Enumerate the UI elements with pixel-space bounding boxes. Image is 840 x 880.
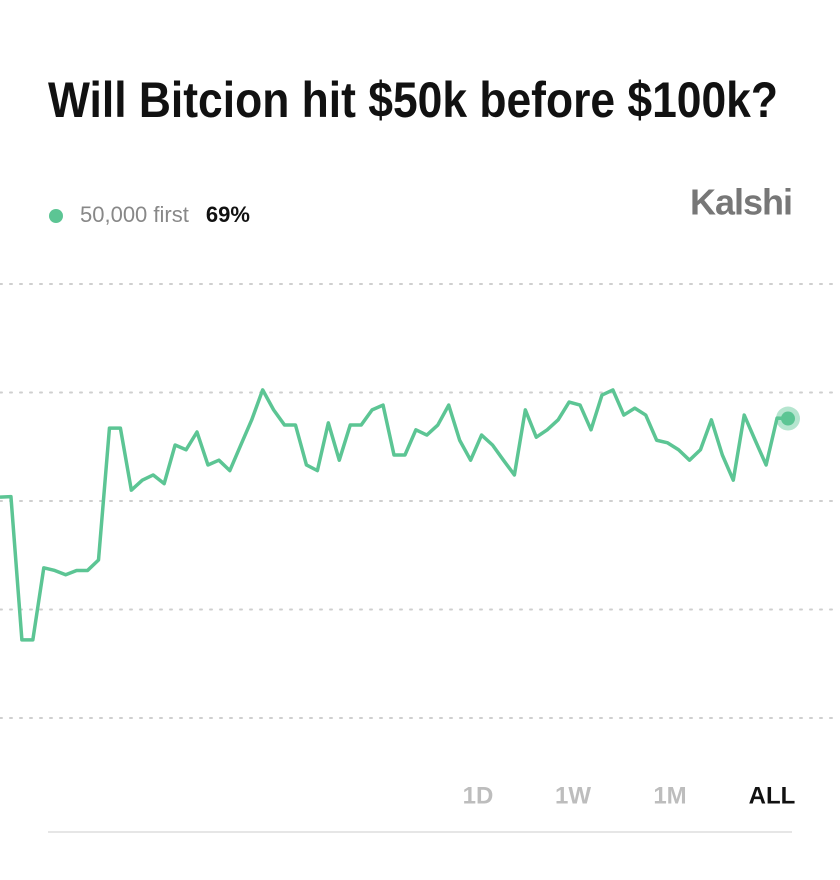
end-point (781, 411, 795, 426)
range-button[interactable]: ALL (749, 782, 796, 809)
current-value: 69% (206, 202, 250, 227)
chart-title: Will Bitcion hit $50k before $100k? (48, 72, 778, 128)
line (0, 388, 789, 642)
brand: Kalshi (690, 182, 792, 223)
legend-label: 50,000 first (80, 202, 189, 227)
range-button[interactable]: 1M (653, 782, 686, 809)
range-button[interactable]: 1W (555, 782, 591, 809)
legend-dot (49, 209, 63, 223)
range-button[interactable]: 1D (463, 782, 494, 809)
